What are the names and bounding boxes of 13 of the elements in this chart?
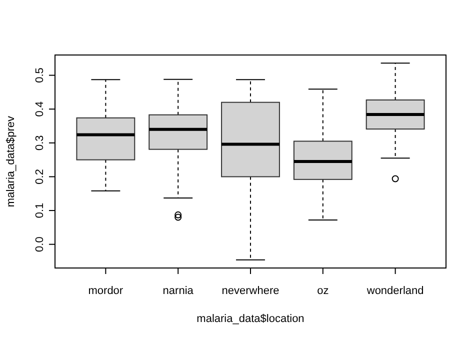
y-tick-label: 0.5	[34, 68, 46, 83]
x-tick-label: neverwhere	[222, 285, 280, 297]
y-axis-title: malaria_data$prev	[5, 115, 17, 208]
y-tick-label: 0.2	[34, 169, 46, 184]
y-tick-label: 0.1	[34, 202, 46, 218]
x-tick-label: mordor	[88, 285, 124, 297]
y-tick-label: 0.3	[34, 135, 46, 151]
x-tick-label: wonderland	[366, 285, 424, 297]
y-tick-label: 0.0	[34, 236, 46, 252]
x-tick-label: narnia	[162, 285, 194, 297]
x-axis-title: malaria_data$location	[196, 313, 304, 325]
x-tick-label: oz	[317, 285, 329, 297]
y-tick-label: 0.4	[34, 101, 46, 117]
